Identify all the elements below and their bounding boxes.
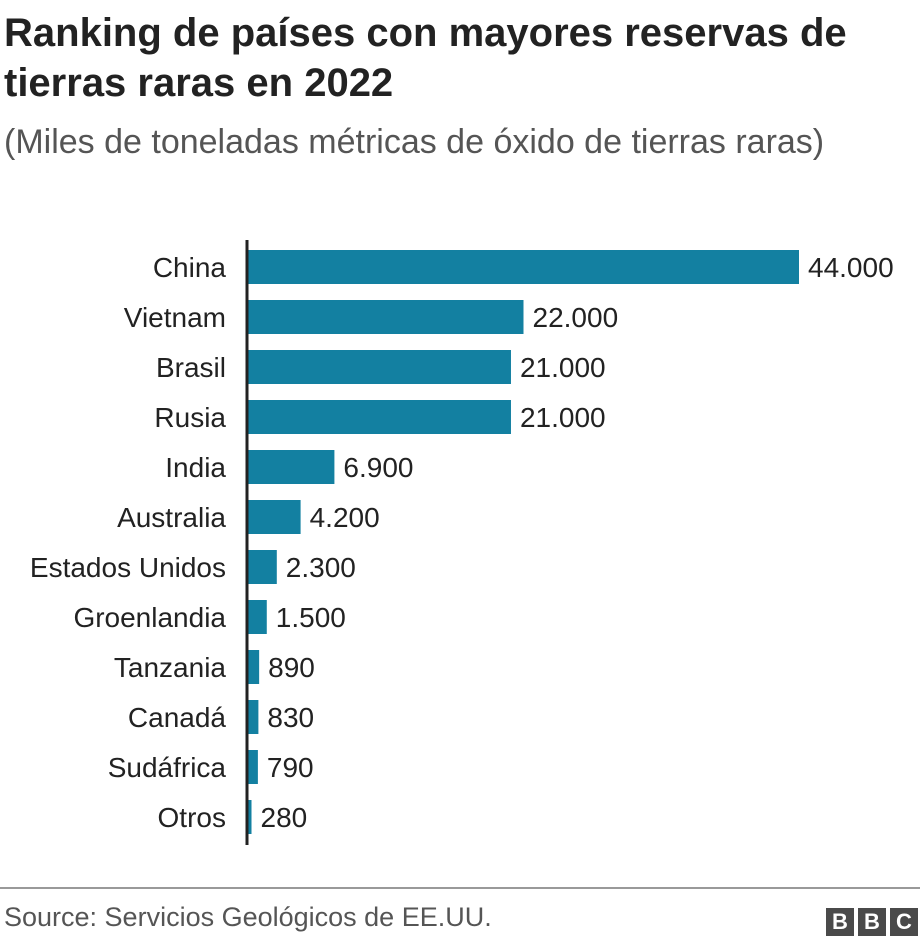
- bar-0: [248, 250, 799, 284]
- bar-6: [248, 550, 277, 584]
- category-label: Tanzania: [114, 652, 227, 683]
- bbc-logo-letter: C: [890, 908, 918, 936]
- category-label: Vietnam: [124, 302, 226, 333]
- value-label: 830: [267, 702, 314, 733]
- source-note: Source: Servicios Geológicos de EE.UU.: [4, 902, 492, 932]
- value-label: 21.000: [520, 352, 606, 383]
- value-label: 1.500: [276, 602, 346, 633]
- bar-8: [248, 650, 260, 684]
- category-label: India: [165, 452, 226, 483]
- bar-3: [248, 400, 511, 434]
- bar-4: [248, 450, 335, 484]
- bar-10: [248, 750, 258, 784]
- bbc-logo: B B C: [826, 908, 918, 936]
- footer-divider: [0, 887, 920, 889]
- bar-9: [248, 700, 259, 734]
- category-label: Rusia: [154, 402, 226, 433]
- value-label: 2.300: [286, 552, 356, 583]
- bar-chart: China 44.000 Vietnam 22.000 Brasil 21.000 Rusi…: [30, 240, 894, 845]
- bar-1: [248, 300, 524, 334]
- value-label: 4.200: [310, 502, 380, 533]
- bbc-logo-letter: B: [858, 908, 886, 936]
- category-label: Otros: [158, 802, 226, 833]
- value-label: 280: [261, 802, 308, 833]
- value-label: 6.900: [343, 452, 413, 483]
- category-label: Sudáfrica: [108, 752, 227, 783]
- value-label: 44.000: [808, 252, 894, 283]
- value-label: 21.000: [520, 402, 606, 433]
- category-label: Groenlandia: [73, 602, 226, 633]
- bar-5: [248, 500, 301, 534]
- category-label: China: [153, 252, 227, 283]
- bar-7: [248, 600, 267, 634]
- bar-2: [248, 350, 511, 384]
- bar-11: [248, 800, 252, 834]
- bbc-logo-letter: B: [826, 908, 854, 936]
- value-label: 890: [268, 652, 315, 683]
- category-label: Australia: [117, 502, 226, 533]
- category-label: Estados Unidos: [30, 552, 226, 583]
- value-label: 790: [267, 752, 314, 783]
- chart-subtitle: (Miles de toneladas métricas de óxido de…: [4, 123, 825, 161]
- value-label: 22.000: [533, 302, 619, 333]
- category-label: Brasil: [156, 352, 226, 383]
- category-label: Canadá: [128, 702, 227, 733]
- chart-title: Ranking de países con mayores reservas d…: [4, 11, 847, 105]
